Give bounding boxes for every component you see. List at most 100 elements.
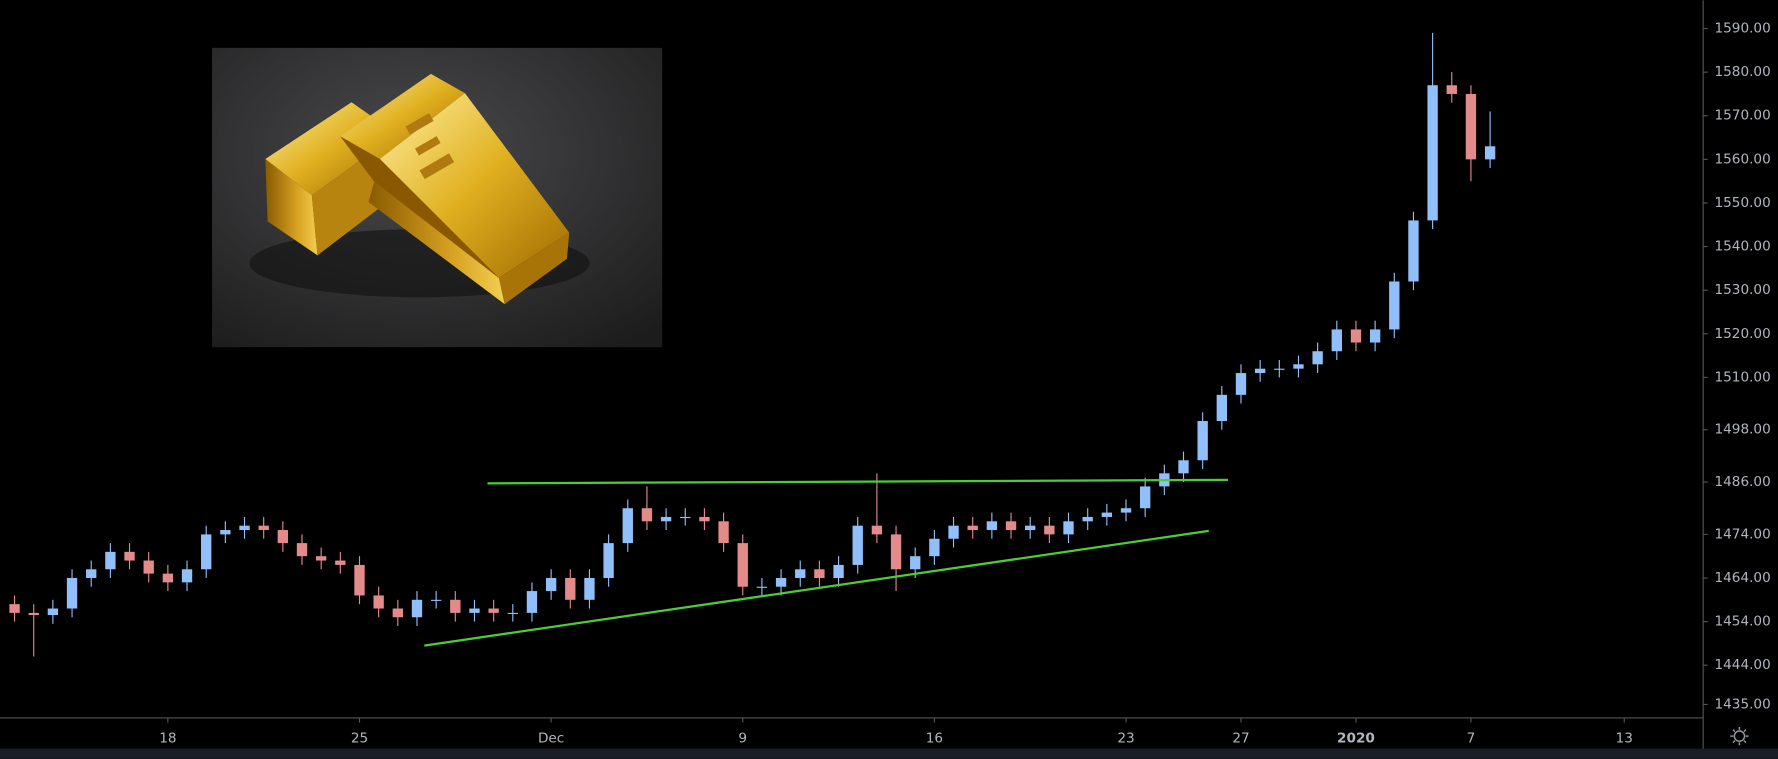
candle-body xyxy=(277,530,289,544)
y-tick-label: 1474.00 xyxy=(1715,526,1771,542)
candle-body xyxy=(680,516,691,519)
candle-body xyxy=(1025,525,1036,531)
candle-body xyxy=(1216,394,1227,422)
candle-body xyxy=(1312,351,1323,365)
candle-body xyxy=(756,586,768,588)
candle-body xyxy=(1082,516,1093,522)
candle-body xyxy=(967,525,978,531)
candle-body xyxy=(890,534,902,570)
y-tick-label: 1464.00 xyxy=(1715,570,1771,586)
candle-body xyxy=(775,577,787,587)
candle-body xyxy=(373,595,384,609)
candle-body xyxy=(296,543,308,557)
candle-body xyxy=(1063,521,1074,535)
x-tick-label: 13 xyxy=(1616,730,1633,746)
trendline xyxy=(487,478,1228,485)
y-tick-label: 1560.00 xyxy=(1715,151,1771,167)
y-tick-label: 1486.00 xyxy=(1715,474,1771,490)
candle-body xyxy=(1331,329,1342,352)
candle-body xyxy=(1389,281,1400,330)
candle-body xyxy=(258,525,269,531)
x-tick-label: 9 xyxy=(738,730,747,746)
candle-body xyxy=(124,551,135,561)
candle-body xyxy=(565,577,576,600)
candle-body xyxy=(220,530,231,535)
x-tick-label: 7 xyxy=(1467,730,1476,746)
candle-body xyxy=(1350,329,1362,343)
y-tick-label: 1444.00 xyxy=(1715,657,1771,673)
candle-body xyxy=(66,577,78,609)
y-tick-label: 1530.00 xyxy=(1715,282,1771,298)
candle-body xyxy=(526,591,538,613)
x-tick-label: Dec xyxy=(538,730,564,746)
candle-body xyxy=(1101,512,1113,517)
candle-body xyxy=(929,538,940,557)
candle-body xyxy=(718,521,729,544)
y-tick-label: 1540.00 xyxy=(1715,239,1771,255)
candle-body xyxy=(430,599,442,601)
candle-body xyxy=(201,534,212,570)
settings-icon[interactable] xyxy=(1730,727,1749,746)
candle-body xyxy=(641,508,653,522)
candle-body xyxy=(1369,329,1381,343)
y-tick-label: 1580.00 xyxy=(1715,64,1771,80)
candle-body xyxy=(1120,508,1132,513)
candle-body xyxy=(105,551,116,570)
candle-body xyxy=(603,543,614,578)
x-tick-label: 23 xyxy=(1117,730,1134,746)
candle-body xyxy=(871,525,883,535)
candle-body xyxy=(86,569,97,578)
candle-body xyxy=(1408,220,1419,282)
x-tick-label: 16 xyxy=(926,730,943,746)
x-tick-label: 27 xyxy=(1232,730,1249,746)
candle-body xyxy=(852,525,863,565)
candle-body xyxy=(1484,146,1496,160)
candle-body xyxy=(1178,460,1189,474)
y-tick-label: 1510.00 xyxy=(1715,369,1771,385)
y-tick-label: 1570.00 xyxy=(1715,108,1771,124)
candle-body xyxy=(392,608,403,618)
candle-body xyxy=(737,543,748,587)
x-tick-label: 25 xyxy=(351,730,368,746)
candle-body xyxy=(143,560,154,574)
candle-body xyxy=(450,599,461,613)
candle-body xyxy=(1465,93,1477,160)
y-tick-label: 1454.00 xyxy=(1715,614,1771,630)
y-tick-label: 1520.00 xyxy=(1715,326,1771,342)
candle-body xyxy=(335,560,346,565)
candle-body xyxy=(315,556,327,561)
candle-body xyxy=(795,569,806,578)
bottom-strip xyxy=(0,748,1778,759)
candle-body xyxy=(507,612,518,615)
candle-body xyxy=(1274,368,1285,370)
candle-body xyxy=(986,521,998,531)
candle-body xyxy=(660,516,672,522)
candle-body xyxy=(28,612,39,616)
candle-body xyxy=(1197,421,1208,461)
candle-body xyxy=(584,577,595,600)
candle-body xyxy=(1427,85,1438,221)
candle-body xyxy=(9,604,20,613)
y-tick-label: 1590.00 xyxy=(1715,21,1771,37)
x-tick-label: 2020 xyxy=(1337,730,1375,746)
candle-body xyxy=(1446,85,1457,94)
candle-body xyxy=(239,525,250,531)
candle-body xyxy=(354,564,365,596)
candle-body xyxy=(181,569,193,583)
candle-body xyxy=(469,608,480,613)
candle-body xyxy=(1044,525,1055,535)
y-tick-label: 1498.00 xyxy=(1715,422,1771,438)
candle-body xyxy=(1005,521,1017,531)
x-tick-label: 18 xyxy=(159,730,176,746)
candle-body xyxy=(488,608,499,613)
candle-body xyxy=(699,516,710,522)
candle-body xyxy=(948,525,959,539)
gold-photo xyxy=(212,47,663,348)
candle-body xyxy=(411,599,423,618)
candle-body xyxy=(545,577,557,592)
candle-body xyxy=(162,573,174,583)
candle-body xyxy=(833,564,844,578)
candle-body xyxy=(47,608,59,616)
